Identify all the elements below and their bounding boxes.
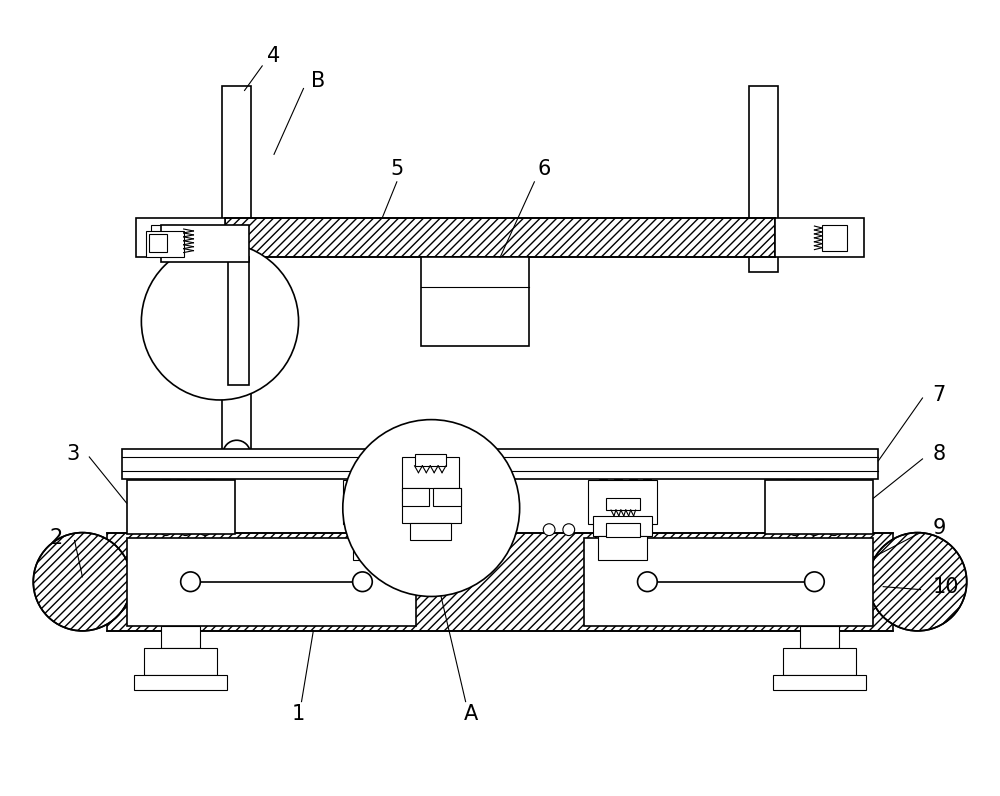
Bar — [402, 457, 459, 491]
Circle shape — [223, 440, 250, 468]
Circle shape — [445, 524, 457, 536]
Circle shape — [141, 243, 299, 400]
Bar — [353, 536, 402, 560]
Bar — [830, 478, 838, 533]
Bar — [144, 648, 217, 675]
Bar — [206, 478, 214, 533]
Bar — [127, 479, 235, 533]
Bar — [593, 516, 652, 536]
Bar — [421, 257, 529, 346]
Bar — [775, 218, 864, 257]
Bar — [629, 478, 637, 533]
Text: 9: 9 — [932, 517, 946, 537]
Bar — [765, 479, 873, 533]
Ellipse shape — [33, 533, 132, 631]
Bar — [222, 85, 251, 459]
Circle shape — [809, 524, 820, 536]
Bar — [161, 225, 249, 263]
Bar — [134, 675, 227, 690]
Bar — [151, 225, 176, 251]
Bar — [606, 498, 640, 510]
Text: 1: 1 — [292, 704, 305, 724]
Bar — [343, 479, 412, 524]
Circle shape — [425, 524, 437, 536]
Bar — [360, 523, 394, 537]
Circle shape — [828, 524, 840, 536]
Bar — [815, 478, 823, 533]
Bar — [599, 478, 607, 533]
Bar — [228, 257, 249, 385]
Text: 5: 5 — [390, 159, 403, 179]
Text: 8: 8 — [932, 444, 945, 464]
Circle shape — [353, 572, 372, 591]
Bar — [598, 536, 647, 560]
Circle shape — [805, 572, 824, 591]
Circle shape — [160, 524, 172, 536]
Text: 2: 2 — [50, 528, 63, 548]
Bar — [643, 478, 651, 533]
Bar — [393, 478, 401, 533]
Bar — [146, 231, 184, 256]
Bar — [800, 626, 839, 648]
Bar — [349, 478, 357, 533]
Bar — [402, 489, 429, 506]
Circle shape — [638, 572, 657, 591]
Circle shape — [180, 524, 191, 536]
Text: 4: 4 — [267, 46, 281, 66]
Bar — [786, 478, 794, 533]
Text: 7: 7 — [932, 385, 946, 405]
Circle shape — [789, 524, 801, 536]
Text: 3: 3 — [66, 444, 79, 464]
Circle shape — [543, 524, 555, 536]
Bar — [107, 533, 893, 631]
Bar — [749, 85, 778, 272]
Bar — [614, 478, 622, 533]
Bar — [162, 478, 170, 533]
Bar — [402, 489, 461, 523]
Bar — [122, 449, 878, 478]
Bar — [363, 478, 371, 533]
Bar — [773, 675, 866, 690]
Text: 10: 10 — [932, 576, 959, 597]
Circle shape — [343, 419, 520, 596]
Ellipse shape — [868, 533, 967, 631]
Bar — [378, 478, 386, 533]
Bar — [801, 478, 809, 533]
Bar — [606, 523, 640, 537]
Bar — [149, 234, 167, 252]
Bar — [433, 489, 461, 506]
Circle shape — [199, 524, 211, 536]
Bar — [415, 454, 446, 466]
Text: A: A — [463, 704, 478, 724]
Bar — [588, 479, 657, 524]
Bar — [584, 537, 873, 626]
Bar — [360, 498, 394, 510]
Bar — [225, 218, 775, 257]
Text: B: B — [311, 71, 325, 91]
Bar — [161, 626, 200, 648]
Bar — [177, 478, 185, 533]
Text: 6: 6 — [538, 159, 551, 179]
Bar — [822, 225, 847, 251]
Bar — [410, 523, 451, 540]
Bar — [348, 516, 407, 536]
Bar — [136, 218, 225, 257]
Circle shape — [563, 524, 575, 536]
Bar — [127, 537, 416, 626]
Bar — [191, 478, 199, 533]
Circle shape — [181, 572, 200, 591]
Bar — [783, 648, 856, 675]
